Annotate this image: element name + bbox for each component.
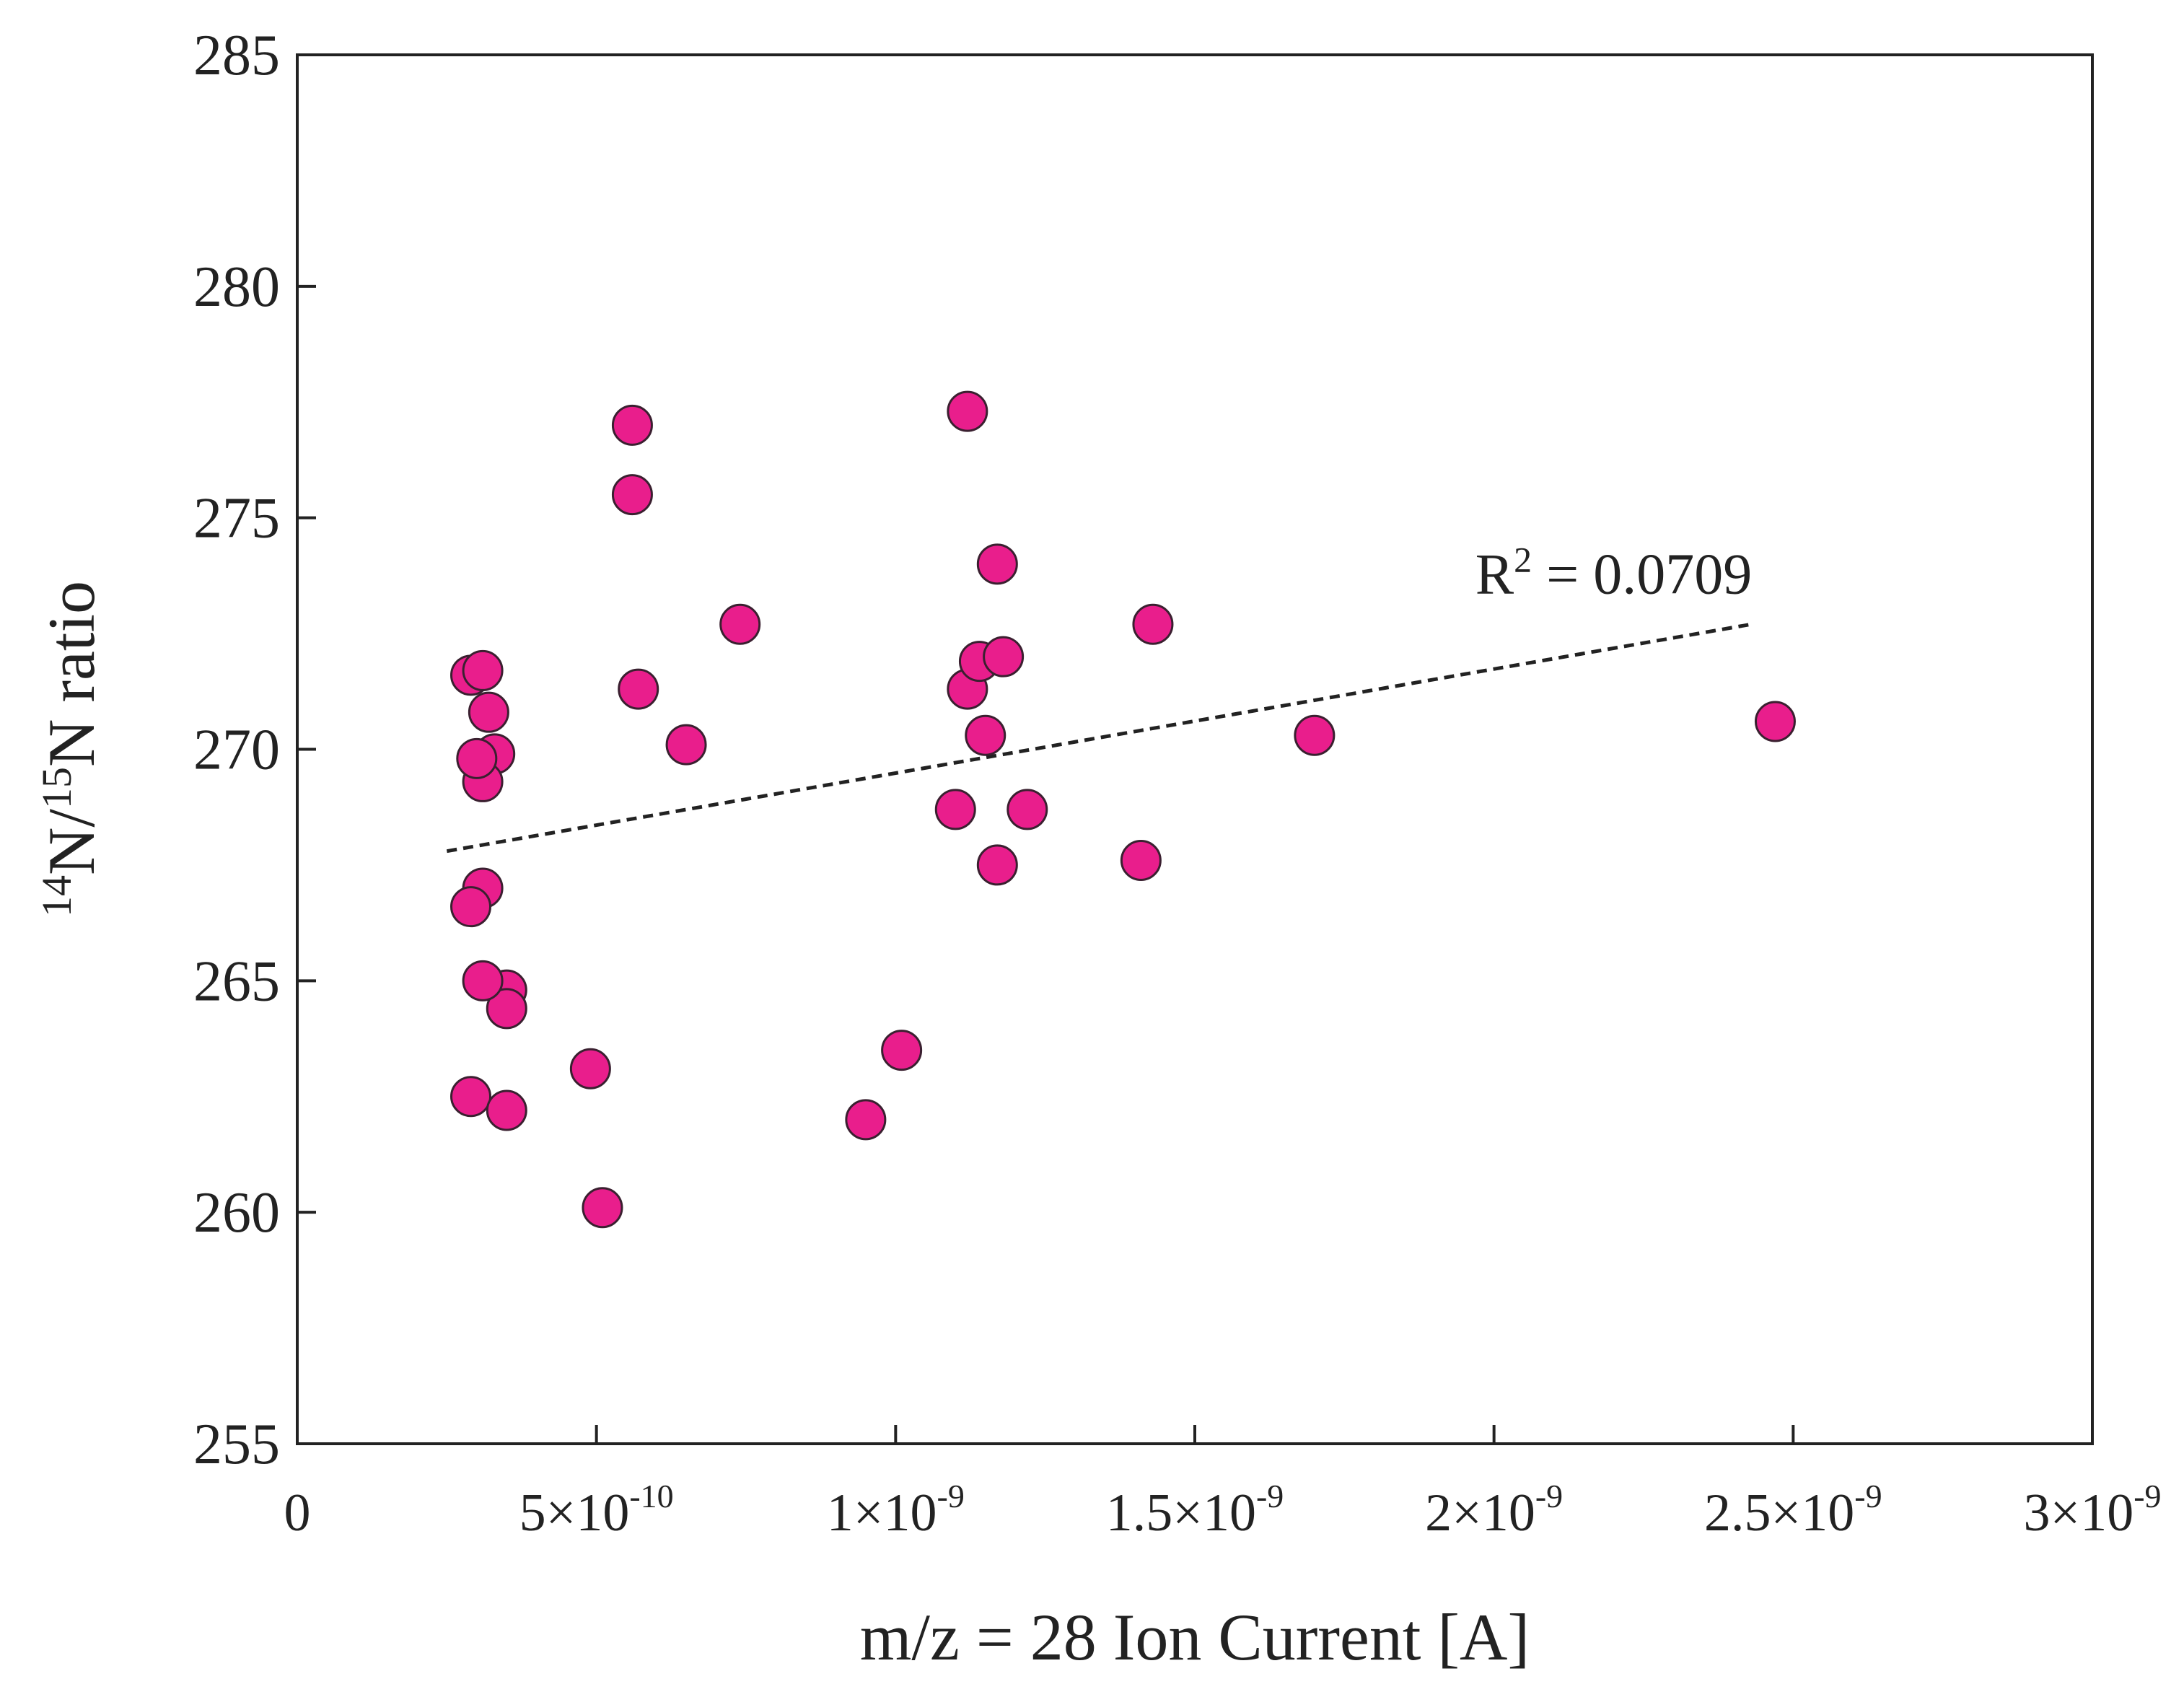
- data-point: [618, 668, 659, 710]
- data-point: [456, 737, 498, 779]
- y-tick-label: 285: [193, 24, 280, 87]
- y-axis-title-part2: N ratio: [35, 581, 108, 767]
- x-tick-label-exponent: -9: [1535, 1478, 1563, 1514]
- x-tick-label: 5×10-10: [519, 1478, 674, 1543]
- y-axis-title-sup1: 14: [33, 875, 80, 917]
- data-point: [934, 789, 976, 830]
- y-tick-label: 265: [193, 950, 280, 1013]
- x-tick-label-exponent: -9: [2133, 1478, 2161, 1514]
- data-points: [450, 390, 1796, 1229]
- x-tick-label-exponent: -9: [937, 1478, 965, 1514]
- data-point: [450, 1076, 492, 1118]
- y-tick-label: 275: [193, 487, 280, 551]
- x-tick-label-base: 2×10: [1425, 1483, 1535, 1543]
- x-tick-label: 1×10-9: [827, 1478, 965, 1543]
- data-point: [582, 1187, 623, 1229]
- y-axis-title-sup2: 15: [33, 767, 80, 809]
- plot-area: [296, 53, 2094, 1445]
- y-tick-label: 270: [193, 719, 280, 782]
- y-axis-title-part1: N/: [35, 809, 108, 875]
- data-point: [462, 649, 504, 691]
- data-point: [1294, 714, 1336, 756]
- x-tick-label-base: 0: [284, 1483, 311, 1543]
- r-squared-annotation: R2 = 0.0709: [1475, 540, 1752, 607]
- x-tick-label: 1.5×10-9: [1106, 1478, 1284, 1543]
- data-point: [947, 390, 988, 432]
- x-tick-label-exponent: -10: [629, 1478, 673, 1514]
- data-point: [983, 636, 1025, 678]
- x-tick-label: 3×10-9: [2023, 1478, 2161, 1543]
- trendline: [446, 622, 1752, 854]
- data-point: [486, 1089, 527, 1131]
- data-point: [665, 724, 707, 766]
- data-point: [1754, 701, 1796, 742]
- data-point: [845, 1099, 887, 1141]
- y-tick-label: 255: [193, 1413, 280, 1476]
- x-tick-label-base: 2.5×10: [1704, 1483, 1854, 1543]
- data-point: [468, 691, 509, 733]
- x-tick-label: 2.5×10-9: [1704, 1478, 1882, 1543]
- x-tick-label-base: 5×10: [519, 1483, 630, 1543]
- data-point: [976, 543, 1018, 585]
- x-tick-label-base: 1.5×10: [1106, 1483, 1256, 1543]
- data-point: [1132, 603, 1174, 645]
- data-point: [1120, 840, 1162, 881]
- data-point: [569, 1048, 611, 1089]
- x-axis-title: m/z = 28 Ion Current [A]: [860, 1600, 1530, 1674]
- data-point: [450, 886, 492, 928]
- x-tick-label-exponent: -9: [1854, 1478, 1882, 1514]
- data-point: [486, 988, 527, 1030]
- data-point: [881, 1030, 923, 1071]
- y-axis-ticks: 255 260 265 270 275 280 285: [193, 24, 316, 1476]
- trendline-group: [446, 622, 1752, 854]
- annotations: R2 = 0.0709: [1475, 540, 1752, 607]
- data-point: [611, 404, 653, 446]
- y-tick-label: 280: [193, 255, 280, 319]
- x-tick-label-base: 3×10: [2023, 1483, 2133, 1543]
- x-tick-label: 0: [284, 1483, 311, 1543]
- data-point: [719, 603, 761, 645]
- data-point: [1007, 789, 1048, 830]
- x-tick-label: 2×10-9: [1425, 1478, 1563, 1543]
- x-tick-label-base: 1×10: [827, 1483, 937, 1543]
- data-point: [965, 714, 1007, 756]
- data-point: [611, 474, 653, 516]
- data-point: [976, 844, 1018, 886]
- x-tick-label-exponent: -9: [1256, 1478, 1284, 1514]
- data-point: [462, 960, 504, 1001]
- y-tick-label: 260: [193, 1181, 280, 1245]
- y-axis-title: 14N/15N ratio: [33, 581, 109, 917]
- x-axis-ticks: 0 5×10-10 1×10-9 1.5×10-9 2×10-9 2.5×10-9 3×10…: [284, 1425, 2162, 1543]
